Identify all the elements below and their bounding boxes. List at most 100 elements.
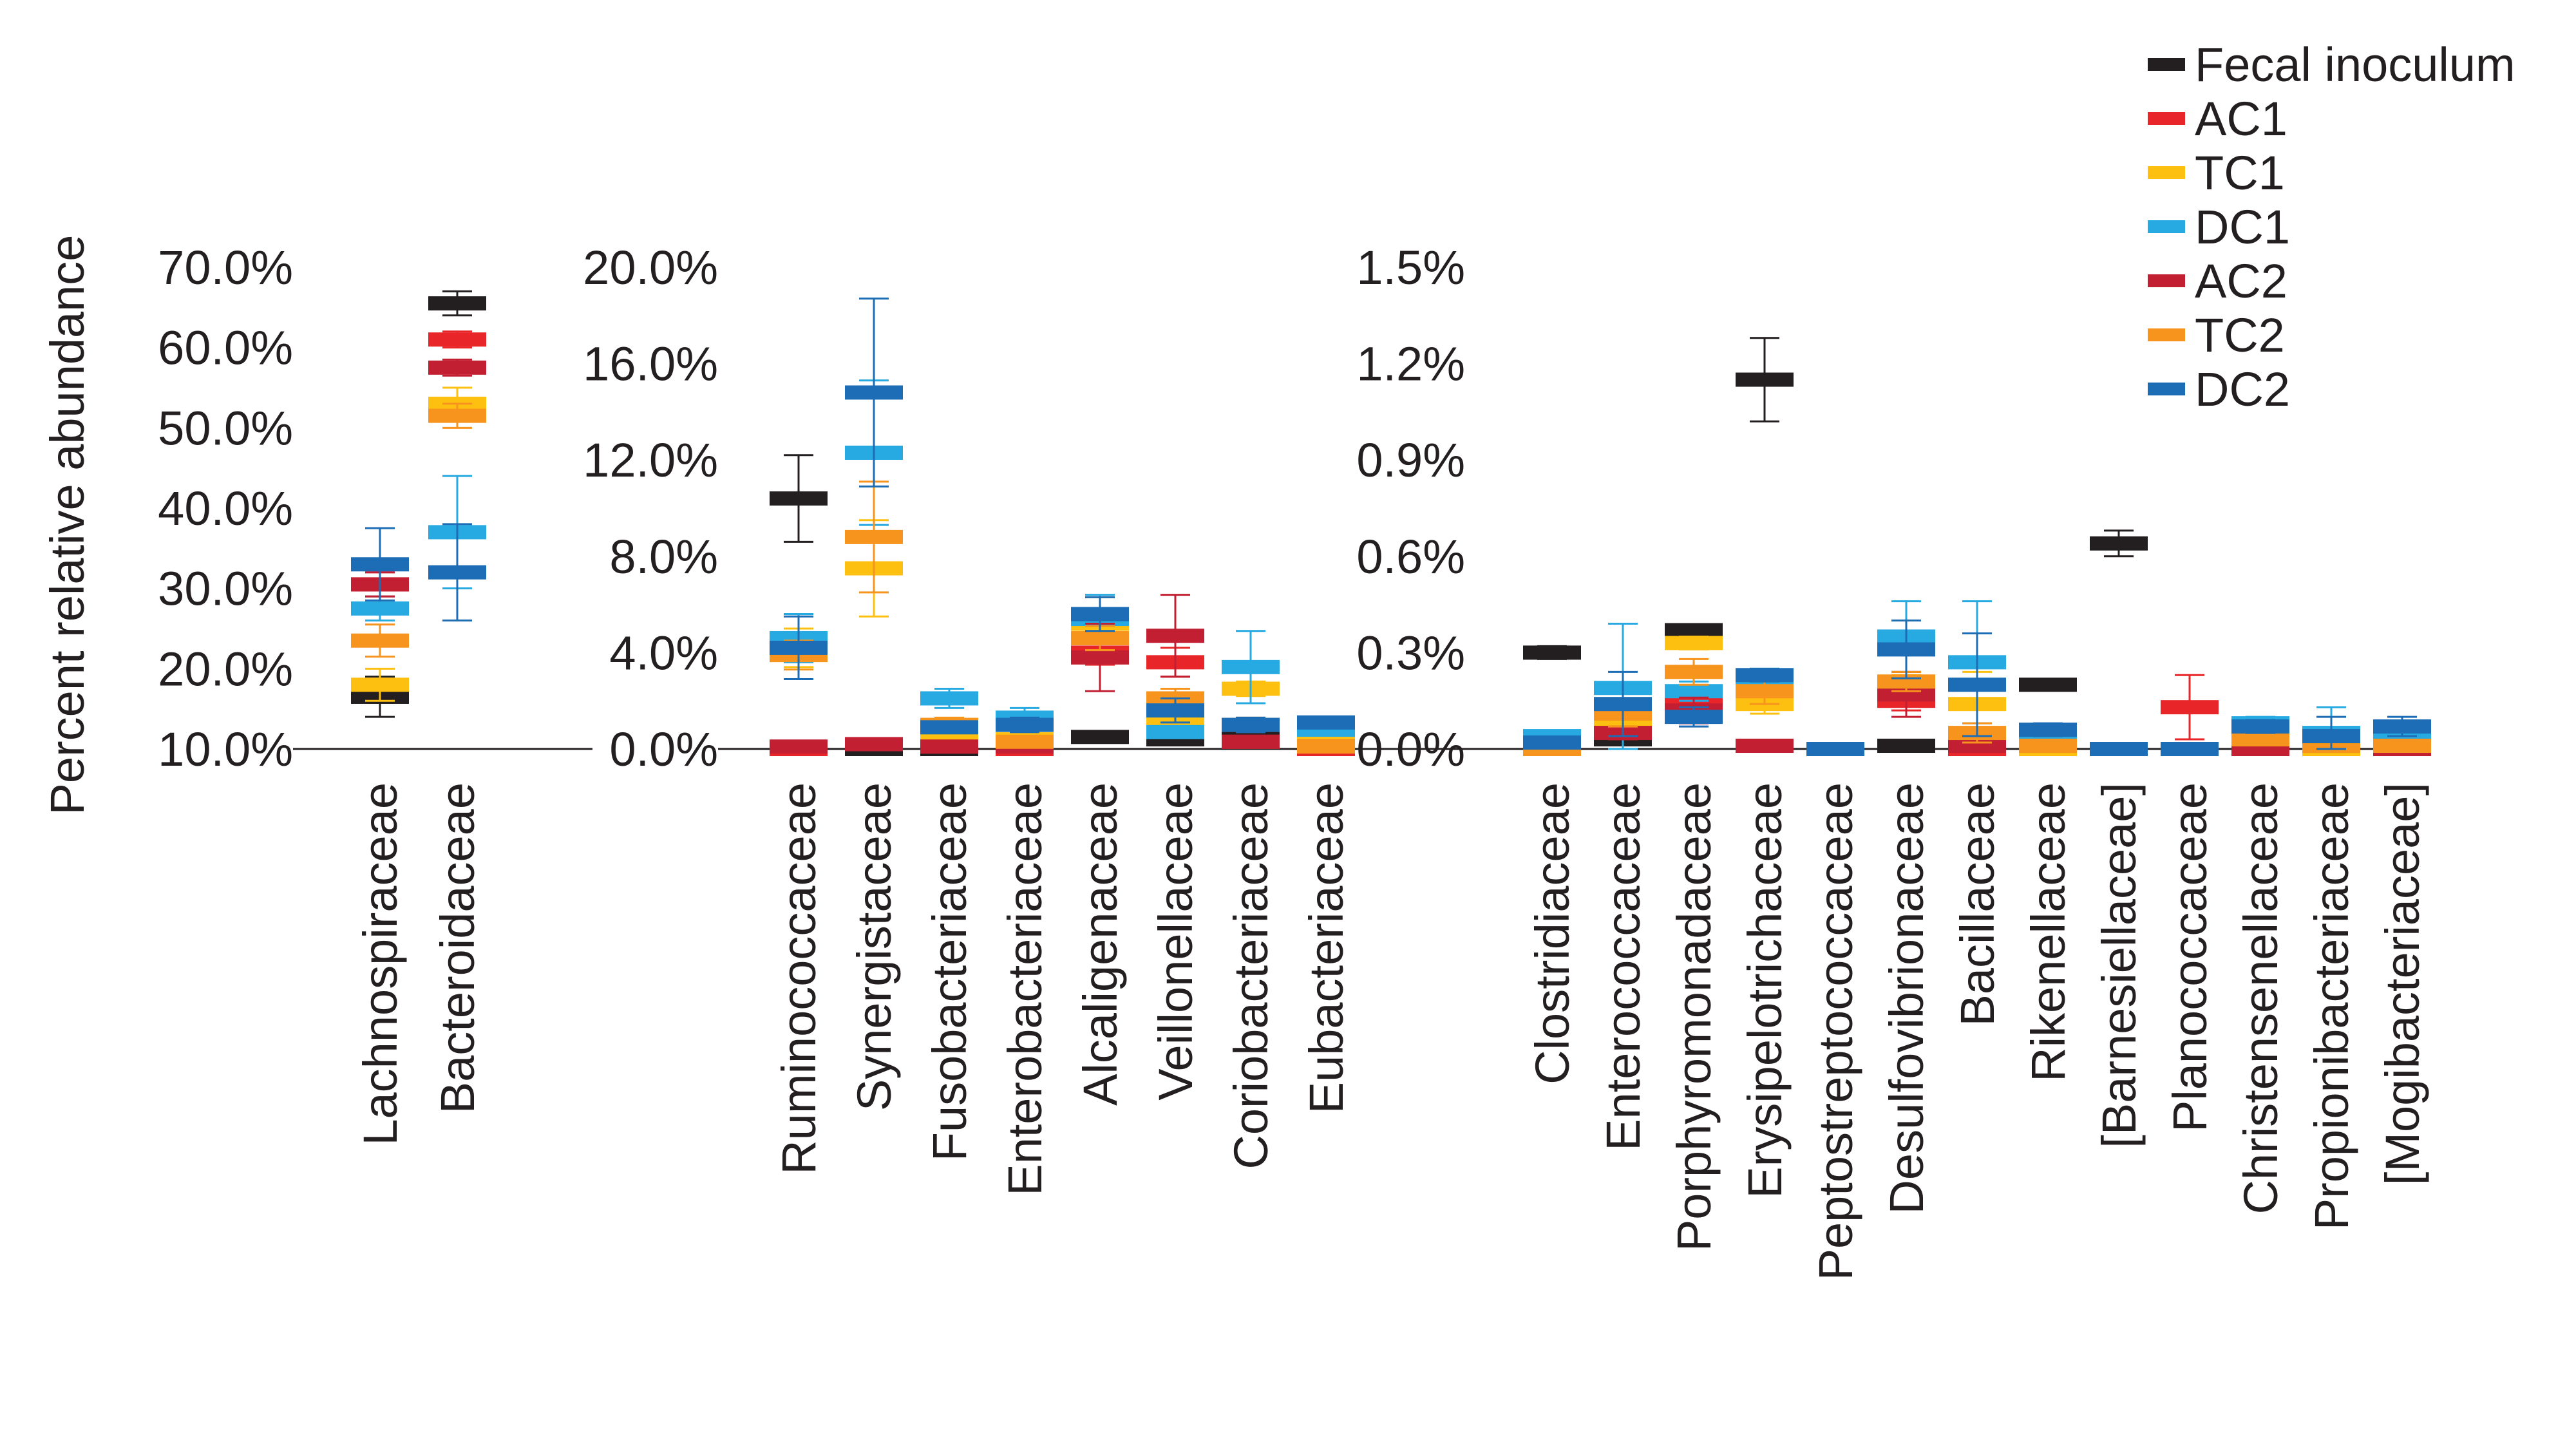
- marker-tc2: [1665, 665, 1723, 679]
- category-label: Desulfovibrionaceae: [1880, 782, 1933, 1215]
- category-label: Propionibacteriaceae: [2305, 782, 2358, 1230]
- y-tick-label: 4.0%: [609, 626, 718, 679]
- series-dc1: [351, 475, 486, 622]
- marker-ac2: [845, 737, 903, 752]
- series-dc2: [1523, 620, 2431, 756]
- marker-dc1: [351, 601, 409, 616]
- marker-dc2: [920, 720, 978, 735]
- marker-fecal-inoculum: [2090, 536, 2148, 551]
- y-tick-label: 10.0%: [158, 723, 293, 776]
- series-dc2: [351, 523, 486, 622]
- marker-ac1: [428, 332, 486, 347]
- legend-swatch: [2148, 58, 2185, 71]
- marker-tc2: [1071, 630, 1129, 645]
- y-tick-label: 20.0%: [583, 241, 718, 294]
- marker-fecal-inoculum: [1736, 372, 1794, 387]
- marker-ac2: [1146, 629, 1204, 643]
- category-label: Coriobacteriaceae: [1224, 782, 1278, 1170]
- marker-ac2: [770, 739, 828, 754]
- marker-dc2: [996, 717, 1054, 732]
- y-tick-label: 0.3%: [1356, 626, 1465, 679]
- legend-item-tc1: TC1: [2148, 146, 2285, 200]
- series-tc2: [351, 402, 486, 658]
- marker-dc2: [1877, 642, 1935, 657]
- marker-ac1: [2161, 700, 2219, 715]
- y-tick-label: 12.0%: [583, 433, 718, 487]
- marker-dc2: [2302, 729, 2360, 744]
- marker-fecal-inoculum: [770, 491, 828, 506]
- marker-tc2: [2231, 732, 2289, 747]
- category-label: Bacteroidaceae: [431, 782, 484, 1113]
- y-tick-label: 60.0%: [158, 321, 293, 375]
- category-label: Alcaligenaceae: [1074, 782, 1127, 1106]
- marker-fecal-inoculum: [1523, 645, 1581, 660]
- y-tick-label: 8.0%: [609, 530, 718, 583]
- category-label: Eubacteriaceae: [1300, 782, 1353, 1113]
- y-axis-label: Percent relative abundance: [41, 235, 94, 815]
- marker-ac2: [920, 739, 978, 754]
- marker-dc1: [920, 691, 978, 706]
- y-tick-label: 1.5%: [1356, 241, 1465, 294]
- marker-dc2: [1523, 735, 1581, 750]
- category-label: Clostridiaceae: [1526, 782, 1579, 1084]
- marker-dc2: [1297, 715, 1355, 730]
- category-label: Synergistaceae: [848, 782, 901, 1111]
- legend-label: TC1: [2195, 146, 2285, 200]
- legend-label: DC2: [2195, 363, 2290, 416]
- marker-tc1: [1665, 636, 1723, 650]
- legend-label: AC2: [2195, 254, 2287, 308]
- marker-tc2: [2373, 739, 2431, 753]
- y-tick-label: 0.0%: [609, 723, 718, 776]
- series-fecal-inoculum: [351, 290, 486, 718]
- category-label: Rikenellaceae: [2022, 782, 2075, 1082]
- category-label: Enterococcaceae: [1596, 782, 1650, 1151]
- marker-dc1: [1222, 659, 1280, 674]
- y-tick-label: 30.0%: [158, 562, 293, 616]
- y-tick-label: 20.0%: [158, 642, 293, 696]
- marker-dc2: [2019, 723, 2077, 737]
- category-label: Planococcaceae: [2163, 782, 2217, 1132]
- marker-fecal-inoculum: [1665, 623, 1723, 638]
- legend-swatch: [2148, 328, 2185, 341]
- marker-ac2: [1071, 650, 1129, 665]
- marker-dc2: [1806, 742, 1864, 756]
- series-fecal-inoculum: [770, 454, 1355, 756]
- marker-dc2: [770, 640, 828, 655]
- marker-fecal-inoculum: [2019, 677, 2077, 692]
- marker-ac2: [1736, 739, 1794, 753]
- chart-panels: 10.0% 20.0% 30.0% 40.0% 50.0% 60.0% 70.0% Lachn…: [158, 241, 2431, 1280]
- y-tick-label: 70.0%: [158, 241, 293, 294]
- category-label: Veillonellaceae: [1149, 782, 1202, 1101]
- marker-dc1: [1665, 684, 1723, 699]
- panel-low-abundance: 0.0% 0.3% 0.6% 0.9% 1.2% 1.5% Clostridiaceae En…: [1356, 241, 2431, 1280]
- y-tick-label: 40.0%: [158, 482, 293, 535]
- marker-tc2: [1297, 739, 1355, 754]
- marker-dc2: [1594, 697, 1652, 712]
- marker-tc2: [996, 734, 1054, 749]
- marker-fecal-inoculum: [1877, 739, 1935, 753]
- panel-medium-abundance: 0.0% 4.0% 8.0% 12.0% 16.0% 20.0% Ruminococcace…: [583, 241, 1475, 1196]
- legend-item-ac1: AC1: [2148, 92, 2287, 146]
- y-tick-label: 50.0%: [158, 401, 293, 455]
- marker-ac2: [1222, 734, 1280, 749]
- marker-dc2: [2373, 719, 2431, 734]
- legend-label: Fecal inoculum: [2195, 38, 2515, 91]
- series-tc2: [770, 480, 1355, 754]
- marker-dc2: [2090, 742, 2148, 756]
- marker-dc2: [845, 385, 903, 400]
- marker-fecal-inoculum: [1071, 730, 1129, 744]
- category-label: Peptostreptococcaceae: [1809, 782, 1862, 1280]
- legend-swatch: [2148, 220, 2185, 233]
- marker-dc2: [2231, 719, 2289, 734]
- marker-dc2: [428, 565, 486, 580]
- marker-dc2: [1665, 710, 1723, 724]
- category-label: Christensenellaceae: [2234, 782, 2287, 1215]
- marker-dc2: [1071, 607, 1129, 621]
- marker-tc1: [351, 677, 409, 692]
- legend-swatch: [2148, 166, 2185, 179]
- category-label: Erysipelotrichaceae: [1738, 782, 1792, 1198]
- marker-tc2: [2019, 739, 2077, 753]
- marker-dc2: [1146, 703, 1204, 718]
- y-tick-label: 16.0%: [583, 337, 718, 391]
